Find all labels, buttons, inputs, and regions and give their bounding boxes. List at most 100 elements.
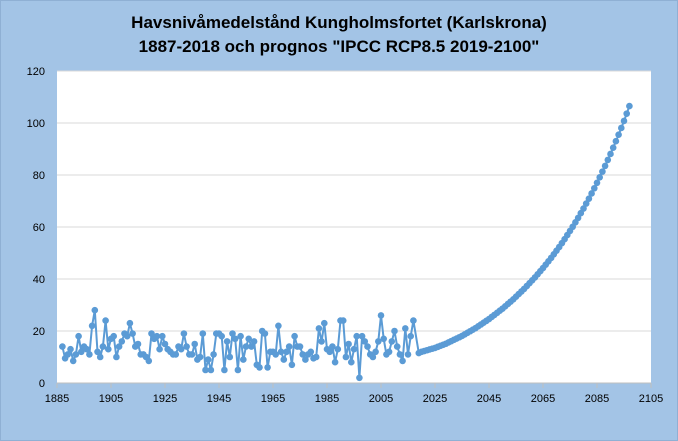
data-point <box>410 317 417 324</box>
data-point <box>113 353 120 361</box>
data-point <box>223 338 231 345</box>
data-point <box>334 345 342 353</box>
data-point <box>118 338 126 345</box>
y-tick-label: 0 <box>39 378 45 390</box>
data-point <box>626 102 633 110</box>
x-tick-label: 2045 <box>477 393 501 405</box>
y-tick-label: 60 <box>33 222 45 234</box>
chart-title-line-2: 1887-2018 och prognos "IPCC RCP8.5 2019-… <box>138 37 540 56</box>
data-point <box>283 348 290 356</box>
data-point <box>126 319 134 327</box>
data-point <box>91 306 99 314</box>
data-point <box>285 343 293 350</box>
x-tick-label: 1925 <box>153 393 177 405</box>
data-point <box>204 356 212 363</box>
data-point <box>218 332 225 340</box>
y-tick-label: 120 <box>27 66 45 78</box>
data-point <box>609 144 617 151</box>
data-point <box>207 366 215 374</box>
data-point <box>321 319 328 327</box>
data-point <box>188 351 196 358</box>
data-point <box>393 343 401 350</box>
data-point <box>202 366 209 374</box>
data-point <box>302 356 309 363</box>
data-point <box>272 351 280 358</box>
data-point <box>86 351 93 358</box>
data-point <box>199 330 207 337</box>
data-point <box>342 353 350 361</box>
data-point <box>582 200 590 207</box>
data-point <box>275 322 282 330</box>
data-point <box>315 325 323 332</box>
data-point <box>245 335 252 343</box>
data-point <box>250 338 258 345</box>
data-point <box>380 335 388 343</box>
data-point <box>288 361 296 369</box>
data-point <box>261 330 269 337</box>
data-point <box>237 332 244 340</box>
data-point <box>299 351 307 358</box>
data-point <box>604 156 612 164</box>
data-point <box>307 348 315 356</box>
data-point <box>345 340 352 348</box>
data-point <box>358 332 366 340</box>
data-point <box>231 335 239 343</box>
data-point <box>348 358 355 366</box>
data-point <box>210 351 217 358</box>
chart-title-line-1: Havsnivåmedelstånd Kungholmsfortet (Karl… <box>131 13 547 32</box>
data-point <box>72 351 80 358</box>
data-point <box>318 338 325 345</box>
data-point <box>388 338 396 345</box>
data-point <box>240 356 247 363</box>
data-point <box>153 332 161 340</box>
data-point <box>94 348 101 356</box>
data-point <box>339 317 347 324</box>
data-point <box>612 137 620 145</box>
data-point <box>191 340 198 348</box>
data-point <box>601 162 609 170</box>
x-tick-label: 1985 <box>315 393 339 405</box>
x-tick-label: 2065 <box>531 393 555 405</box>
data-point <box>615 131 622 138</box>
data-point <box>264 364 271 371</box>
data-point <box>99 343 107 350</box>
data-point <box>353 332 361 340</box>
x-tick-label: 2085 <box>585 393 609 405</box>
x-tick-label: 1905 <box>99 393 123 405</box>
data-point <box>159 332 166 340</box>
data-point <box>593 179 601 187</box>
data-point <box>277 348 285 356</box>
data-point <box>183 343 190 350</box>
data-point <box>361 338 369 345</box>
y-tick-label: 100 <box>27 118 45 130</box>
data-point <box>64 351 72 358</box>
data-point <box>296 343 304 350</box>
data-point <box>242 343 250 350</box>
data-point <box>356 374 363 382</box>
data-point <box>75 332 82 340</box>
x-tick-label: 1945 <box>207 393 231 405</box>
data-point <box>221 366 228 374</box>
data-point <box>396 351 404 358</box>
y-tick-label: 20 <box>33 326 45 338</box>
data-point <box>329 343 336 350</box>
y-tick-label: 80 <box>33 170 45 182</box>
data-point <box>110 332 117 340</box>
data-point <box>372 348 379 356</box>
data-point <box>312 353 320 361</box>
data-point <box>67 345 74 353</box>
x-tick-label: 2005 <box>369 393 393 405</box>
data-point <box>623 110 630 117</box>
data-point <box>585 195 593 202</box>
chart-title: Havsnivåmedelstånd Kungholmsfortet (Karl… <box>1 11 677 59</box>
data-point <box>83 345 90 353</box>
data-point <box>123 332 131 340</box>
x-tick-label: 2105 <box>639 393 663 405</box>
data-point <box>105 345 112 353</box>
data-point <box>180 330 188 337</box>
data-point <box>399 357 406 365</box>
data-point <box>229 330 236 337</box>
data-point <box>248 343 255 350</box>
